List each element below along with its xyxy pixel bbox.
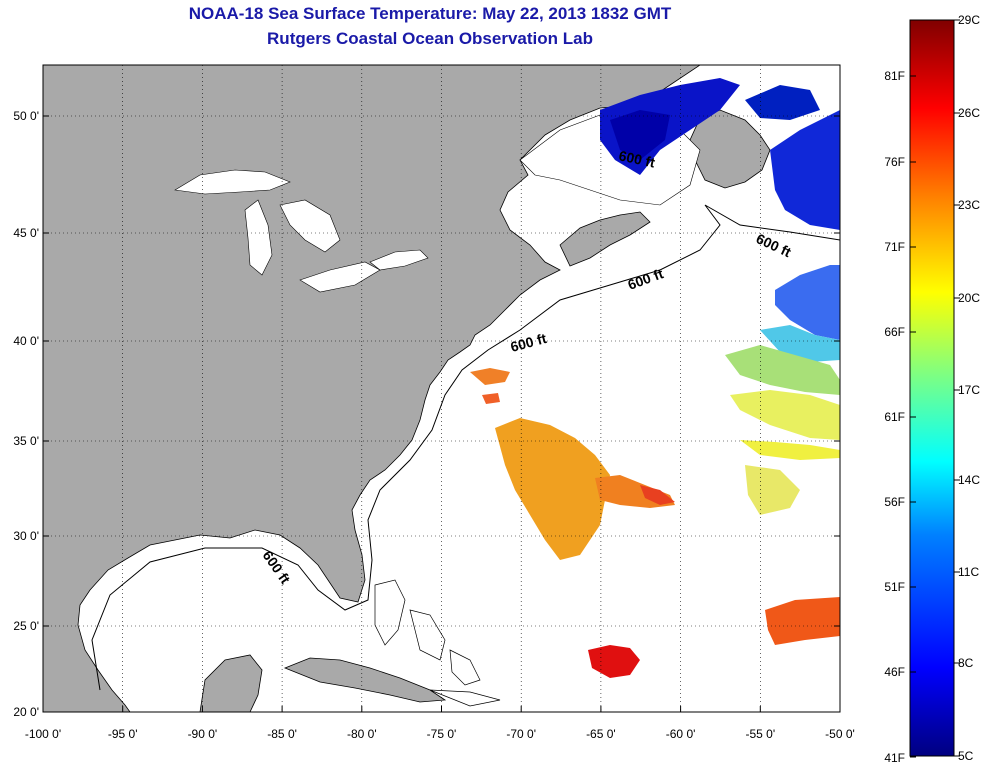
land-yucatan bbox=[199, 654, 263, 712]
colorbar-celsius-label: 8C bbox=[958, 656, 974, 670]
lat-tick-label: 20 0' bbox=[13, 705, 39, 719]
colorbar-fahrenheit-label: 71F bbox=[884, 240, 905, 254]
colorbar-labels: 29C 26C 23C 20C 17C 14C 11C 8C 5C 81F 76F 71F 66F 61F… bbox=[884, 13, 980, 765]
land-north-america bbox=[43, 65, 701, 712]
sst-patches bbox=[470, 78, 840, 678]
bahamas-islands bbox=[374, 579, 501, 707]
colorbar-fahrenheit-label: 61F bbox=[884, 410, 905, 424]
lat-lon-grid bbox=[43, 65, 840, 712]
lat-tick-label: 30 0' bbox=[13, 529, 39, 543]
lon-tick-label: -95 0' bbox=[108, 727, 138, 741]
longitude-axis: -100 0' -95 0' -90 0' -85 0' -80 0' -75 0' -70… bbox=[25, 706, 855, 741]
colorbar-fahrenheit-label: 81F bbox=[884, 69, 905, 83]
lon-tick-label: -70 0' bbox=[506, 727, 536, 741]
shelf-contour-600ft bbox=[91, 204, 840, 691]
lon-tick-label: -80 0' bbox=[347, 727, 377, 741]
lon-tick-label: -85 0' bbox=[267, 727, 297, 741]
colorbar-celsius-label: 26C bbox=[958, 106, 980, 120]
colorbar-fahrenheit-label: 56F bbox=[884, 495, 905, 509]
land-nova-scotia bbox=[559, 211, 651, 267]
colorbar-fahrenheit-label: 76F bbox=[884, 155, 905, 169]
colorbar-fahrenheit-label: 41F bbox=[884, 751, 905, 765]
lon-tick-label: -75 0' bbox=[427, 727, 457, 741]
colorbar bbox=[909, 19, 955, 757]
lon-tick-label: -65 0' bbox=[586, 727, 616, 741]
land-cuba bbox=[283, 657, 447, 703]
colorbar-fahrenheit-label: 51F bbox=[884, 580, 905, 594]
colorbar-fahrenheit-label: 66F bbox=[884, 325, 905, 339]
colorbar-celsius-label: 11C bbox=[958, 565, 979, 579]
map-title: NOAA-18 Sea Surface Temperature: May 22,… bbox=[188, 4, 672, 23]
lat-tick-label: 50 0' bbox=[13, 109, 39, 123]
colorbar-celsius-label: 14C bbox=[958, 473, 980, 487]
lat-tick-label: 35 0' bbox=[13, 434, 39, 448]
colorbar-celsius-label: 23C bbox=[958, 198, 980, 212]
lon-tick-label: -90 0' bbox=[188, 727, 218, 741]
map-subtitle: Rutgers Coastal Ocean Observation Lab bbox=[267, 29, 593, 48]
lat-tick-label: 25 0' bbox=[13, 619, 39, 633]
lon-tick-label: -100 0' bbox=[25, 727, 61, 741]
lon-tick-label: -50 0' bbox=[825, 727, 855, 741]
lat-tick-label: 45 0' bbox=[13, 226, 39, 240]
lon-tick-label: -60 0' bbox=[666, 727, 696, 741]
colorbar-celsius-label: 20C bbox=[958, 291, 980, 305]
colorbar-fahrenheit-label: 46F bbox=[884, 665, 905, 679]
colorbar-celsius-label: 17C bbox=[958, 383, 980, 397]
latitude-axis: 50 0' 45 0' 40 0' 35 0' 30 0' 25 0' 20 0' bbox=[13, 109, 840, 719]
lon-tick-label: -55 0' bbox=[745, 727, 775, 741]
colorbar-celsius-label: 29C bbox=[958, 13, 980, 27]
colorbar-celsius-label: 5C bbox=[958, 749, 974, 763]
contour-label: 600 ft bbox=[617, 147, 656, 170]
great-lakes bbox=[174, 169, 429, 293]
lat-tick-label: 40 0' bbox=[13, 334, 39, 348]
